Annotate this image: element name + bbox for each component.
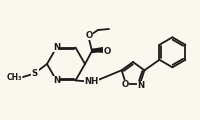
- Text: N: N: [137, 81, 144, 90]
- Text: CH₃: CH₃: [6, 72, 22, 81]
- Text: NH: NH: [84, 77, 98, 86]
- Text: N: N: [53, 43, 60, 52]
- Text: S: S: [32, 69, 38, 78]
- Text: O: O: [121, 80, 128, 89]
- Text: O: O: [103, 48, 110, 57]
- Text: O: O: [85, 31, 92, 40]
- Text: N: N: [53, 76, 60, 85]
